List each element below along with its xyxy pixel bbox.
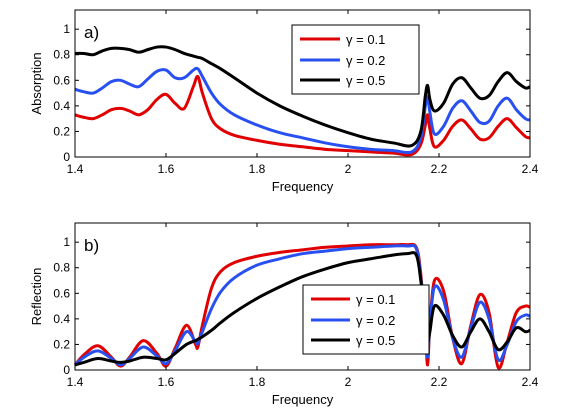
panel-b-x-tick-label: 1.4 xyxy=(67,375,84,389)
panel-a-x-tick-label: 2.2 xyxy=(431,162,448,176)
panel-a-ylabel: Absorption xyxy=(29,52,44,114)
panel-a-y-tick-label: 0.6 xyxy=(53,73,70,87)
panel-b-legend-label-gamma-0-2: γ = 0.2 xyxy=(356,313,395,328)
panel-a-y-tick-label: 0.2 xyxy=(53,124,70,138)
panel-a-ticks-layer: 1.4 1.6 1.8 2 2.2 2.4 0 0.2 0.4 0.6 0.8 1 xyxy=(53,10,539,176)
panel-b-x-tick-label: 1.6 xyxy=(158,375,175,389)
panel-b: 1.4 1.6 1.8 2 2.2 2.4 0 0.2 0.4 0.6 0.8 1 b) Freque… xyxy=(29,222,539,407)
panel-a-x-tick-label: 2.4 xyxy=(522,162,539,176)
panel-b-y-tick-label: 0.2 xyxy=(53,337,70,351)
panel-b-legend-label-gamma-0-5: γ = 0.5 xyxy=(356,333,395,348)
panel-a-x-tick-label: 1.8 xyxy=(249,162,266,176)
panel-a-legend-label-gamma-0-2: γ = 0.2 xyxy=(346,53,385,68)
panel-a-y-tick-label: 0.4 xyxy=(53,99,70,113)
panel-b-y-tick-label: 0 xyxy=(63,363,70,377)
panel-b-y-tick-label: 0.6 xyxy=(53,286,70,300)
panel-b-x-tick-label: 2.4 xyxy=(522,375,539,389)
panel-a-legend: γ = 0.1 γ = 0.2 γ = 0.5 xyxy=(291,24,420,95)
panel-b-series-line-gamma-0-2 xyxy=(74,243,531,367)
panel-b-legend: γ = 0.1 γ = 0.2 γ = 0.5 xyxy=(302,284,430,355)
panel-a-series-line-gamma-0-5 xyxy=(74,45,531,148)
panel-a-x-tick-label: 1.4 xyxy=(67,162,84,176)
panel-b-series-line-gamma-0-5 xyxy=(74,251,531,367)
panel-b-legend-label-gamma-0-1: γ = 0.1 xyxy=(356,292,395,307)
panel-a-series-layer xyxy=(74,45,531,157)
panel-b-x-tick-label: 2.2 xyxy=(431,375,448,389)
panel-b-y-tick-label: 0.8 xyxy=(53,261,70,275)
panel-b-y-tick-label: 1 xyxy=(63,235,70,249)
panel-a-legend-label-gamma-0-5: γ = 0.5 xyxy=(346,73,385,88)
panel-a-y-tick-label: 0 xyxy=(63,150,70,164)
panel-b-y-tick-label: 0.4 xyxy=(53,312,70,326)
panel-b-x-tick-label: 1.8 xyxy=(249,375,266,389)
panel-b-x-tick-label: 2 xyxy=(345,375,352,389)
panel-a-xlabel: Frequency xyxy=(272,179,334,194)
panel-b-label: b) xyxy=(84,236,99,255)
panel-b-ylabel: Reflection xyxy=(29,268,44,326)
panel-a-axes-frame xyxy=(74,9,531,158)
panel-a-x-tick-label: 2 xyxy=(345,162,352,176)
panel-a-y-tick-label: 0.8 xyxy=(53,48,70,62)
panel-a-x-tick-label: 1.6 xyxy=(158,162,175,176)
panel-a-label: a) xyxy=(84,23,99,42)
panel-a-legend-label-gamma-0-1: γ = 0.1 xyxy=(346,32,385,47)
panel-a-series-line-gamma-0-1 xyxy=(74,74,531,157)
panel-b-ticks-layer: 1.4 1.6 1.8 2 2.2 2.4 0 0.2 0.4 0.6 0.8 1 xyxy=(53,223,539,389)
panel-b-series-layer xyxy=(73,242,531,370)
panel-a: 1.4 1.6 1.8 2 2.2 2.4 0 0.2 0.4 0.6 0.8 1 a) Freque… xyxy=(29,9,539,194)
panel-b-xlabel: Frequency xyxy=(272,392,334,407)
panel-a-series-line-gamma-0-2 xyxy=(74,66,531,155)
panel-a-y-tick-label: 1 xyxy=(63,22,70,36)
panel-b-axes-frame xyxy=(74,222,531,371)
